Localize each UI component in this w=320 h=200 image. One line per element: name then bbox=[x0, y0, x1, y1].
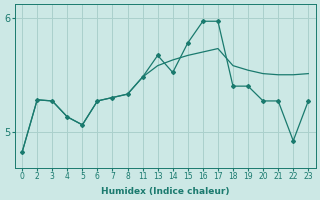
X-axis label: Humidex (Indice chaleur): Humidex (Indice chaleur) bbox=[101, 187, 229, 196]
